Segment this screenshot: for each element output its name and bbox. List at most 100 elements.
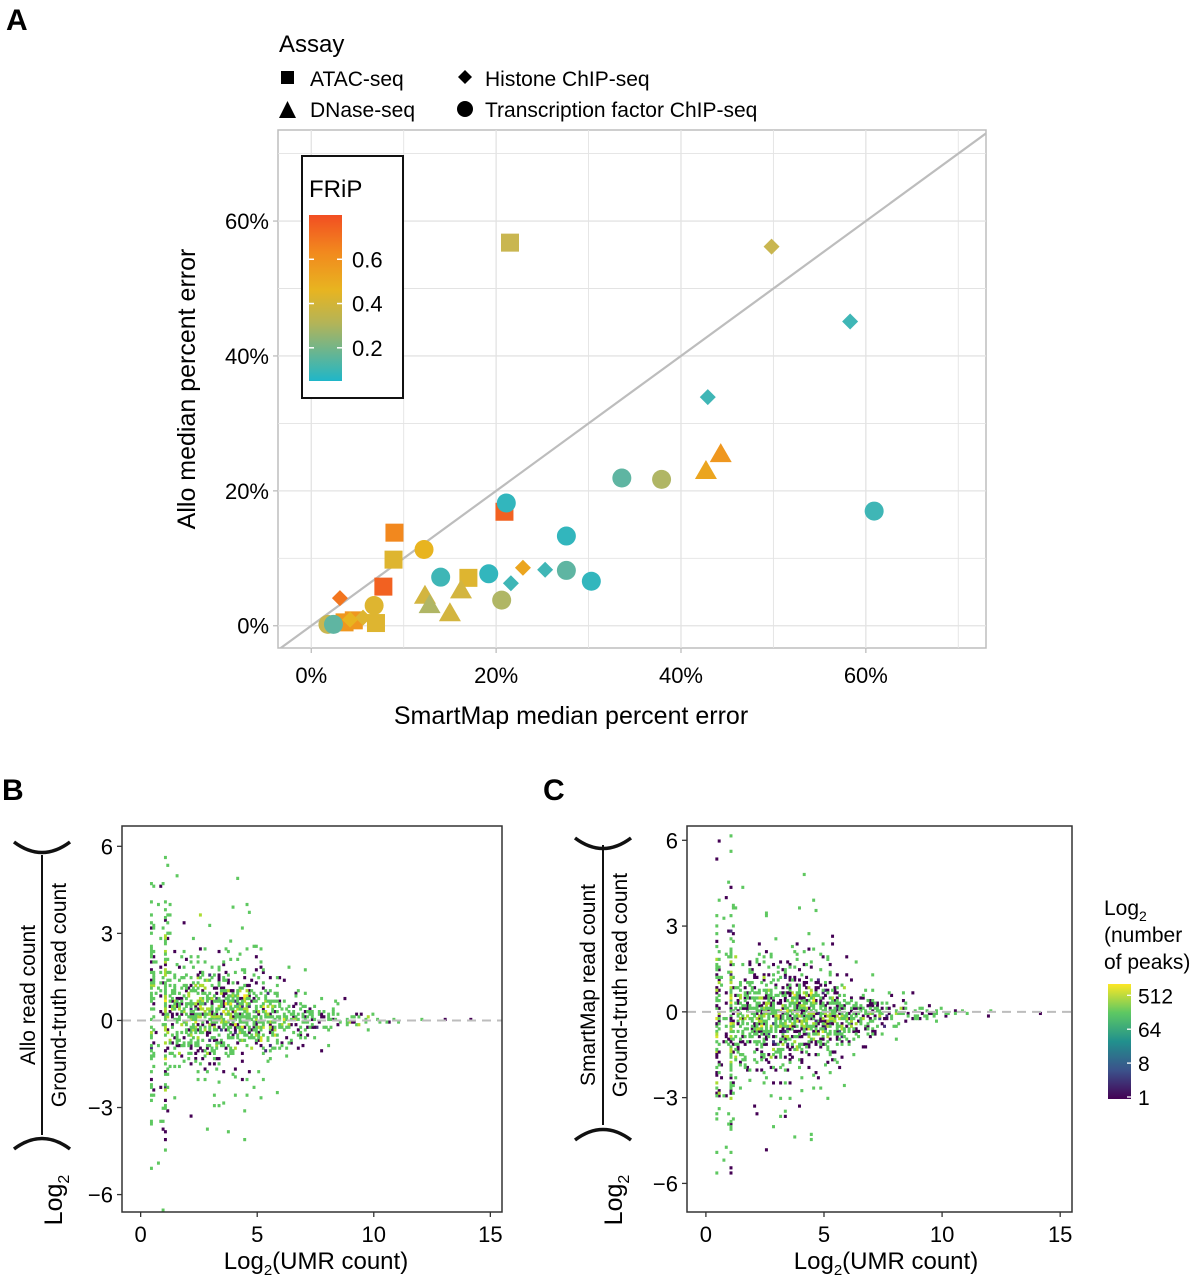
heatmap-bin xyxy=(823,1024,827,1028)
heatmap-bin xyxy=(814,986,818,990)
heatmap-bin xyxy=(152,1041,156,1045)
heatmap-bin xyxy=(156,1161,160,1165)
heatmap-bin xyxy=(802,998,806,1003)
heatmap-bin xyxy=(729,1053,733,1057)
heatmap-bin xyxy=(175,1043,179,1048)
heatmap-bin xyxy=(760,1019,764,1023)
heatmap-bin xyxy=(229,1007,233,1011)
heatmap-bin xyxy=(266,1004,270,1008)
heatmap-bin xyxy=(788,978,792,982)
heatmap-bin xyxy=(191,1036,195,1040)
heatmap-bin xyxy=(222,1025,226,1029)
heatmap-bin xyxy=(753,1011,757,1016)
heatmap-bin xyxy=(222,1017,226,1022)
heatmap-bin xyxy=(163,960,167,964)
heatmap-bin xyxy=(776,965,780,969)
heatmap-bin xyxy=(219,1028,223,1032)
heatmap-bin xyxy=(189,1004,193,1008)
heatmap-bin xyxy=(833,1032,837,1036)
heatmap-bin xyxy=(781,1006,785,1010)
heatmap-bin xyxy=(238,1002,242,1006)
x-tick-label: 0 xyxy=(700,1222,712,1247)
heatmap-bin xyxy=(324,1025,328,1029)
heatmap-bin xyxy=(243,1137,247,1142)
heatmap-bin xyxy=(918,1006,922,1010)
heatmap-bin xyxy=(271,1033,275,1037)
heatmap-bin xyxy=(807,1042,811,1046)
heatmap-bin xyxy=(180,1012,184,1016)
heatmap-bin xyxy=(210,1012,214,1016)
heatmap-bin xyxy=(831,1014,835,1018)
legend-label-atac: ATAC-seq xyxy=(310,68,404,91)
heatmap-bin xyxy=(795,1014,799,1018)
heatmap-bin xyxy=(191,1025,195,1029)
heatmap-bin xyxy=(722,916,726,920)
heatmap-bin xyxy=(840,1006,844,1010)
heatmap-bin xyxy=(849,1014,853,1018)
heatmap-bin xyxy=(215,1041,219,1045)
heatmap-bin xyxy=(727,929,731,933)
heatmap-bin xyxy=(859,1019,863,1023)
heatmap-bin xyxy=(774,1014,778,1018)
heatmap-bin xyxy=(831,934,835,938)
heatmap-bin xyxy=(738,988,742,992)
heatmap-bin xyxy=(275,994,279,998)
heatmap-bin xyxy=(236,991,240,995)
heatmap-bin xyxy=(194,1057,198,1061)
heatmap-bin xyxy=(795,1035,799,1039)
heatmap-bin xyxy=(750,1029,754,1034)
heatmap-bin xyxy=(741,1040,745,1044)
heatmap-bin xyxy=(247,1036,251,1040)
heatmap-bin xyxy=(731,1050,735,1054)
heatmap-bin xyxy=(201,1057,205,1061)
heatmap-bin xyxy=(828,1016,832,1021)
heatmap-bin xyxy=(203,947,207,951)
heatmap-bin xyxy=(266,999,270,1003)
heatmap-bin xyxy=(828,996,832,1000)
heatmap-bin xyxy=(205,1127,209,1131)
heatmap-bin xyxy=(861,993,865,998)
legend-label-histone: Histone ChIP-seq xyxy=(485,68,650,91)
heatmap-bin xyxy=(149,949,153,954)
heatmap-bin xyxy=(729,1065,733,1070)
heatmap-bin xyxy=(847,1001,851,1005)
heatmap-bin xyxy=(156,902,160,907)
heatmap-bin xyxy=(208,1007,212,1011)
heatmap-bin xyxy=(852,1027,856,1031)
heatmap-bin xyxy=(182,921,186,925)
heatmap-bin xyxy=(764,911,768,915)
heatmap-bin xyxy=(168,1051,172,1056)
heatmap-bin xyxy=(720,983,724,987)
heatmap-bin xyxy=(826,1019,830,1023)
heatmap-bin xyxy=(849,1022,853,1026)
heatmap-bin xyxy=(299,1007,303,1011)
heatmap-bin xyxy=(184,1023,188,1027)
heatmap-bin xyxy=(819,1086,823,1090)
heatmap-bin xyxy=(243,999,247,1003)
heatmap-bin xyxy=(767,993,771,998)
heatmap-bin xyxy=(198,1046,202,1050)
heatmap-bin xyxy=(152,996,156,1001)
heatmap-bin xyxy=(769,1065,773,1070)
heatmap-bin xyxy=(180,996,184,1001)
heatmap-bin xyxy=(231,994,235,998)
heatmap-bin xyxy=(788,991,792,995)
heatmap-bin xyxy=(965,1011,969,1016)
heatmap-bin xyxy=(166,1067,170,1071)
heatmap-bin xyxy=(786,1024,790,1028)
heatmap-bin xyxy=(807,1006,811,1010)
heatmap-bin xyxy=(746,1022,750,1026)
heatmap-bin xyxy=(217,983,221,988)
heatmap-bin xyxy=(254,955,258,959)
heatmap-bin xyxy=(149,926,153,930)
point-circle xyxy=(479,564,499,584)
heatmap-bin xyxy=(885,1001,889,1005)
heatmap-bin xyxy=(828,1024,832,1028)
heatmap-bin xyxy=(875,1006,879,1010)
heatmap-bin xyxy=(729,929,733,933)
heatmap-bin xyxy=(163,962,167,967)
heatmap-bin xyxy=(271,1004,275,1008)
heatmap-bin xyxy=(845,1014,849,1018)
heatmap-bin xyxy=(208,923,212,928)
heatmap-bin xyxy=(159,1119,163,1123)
